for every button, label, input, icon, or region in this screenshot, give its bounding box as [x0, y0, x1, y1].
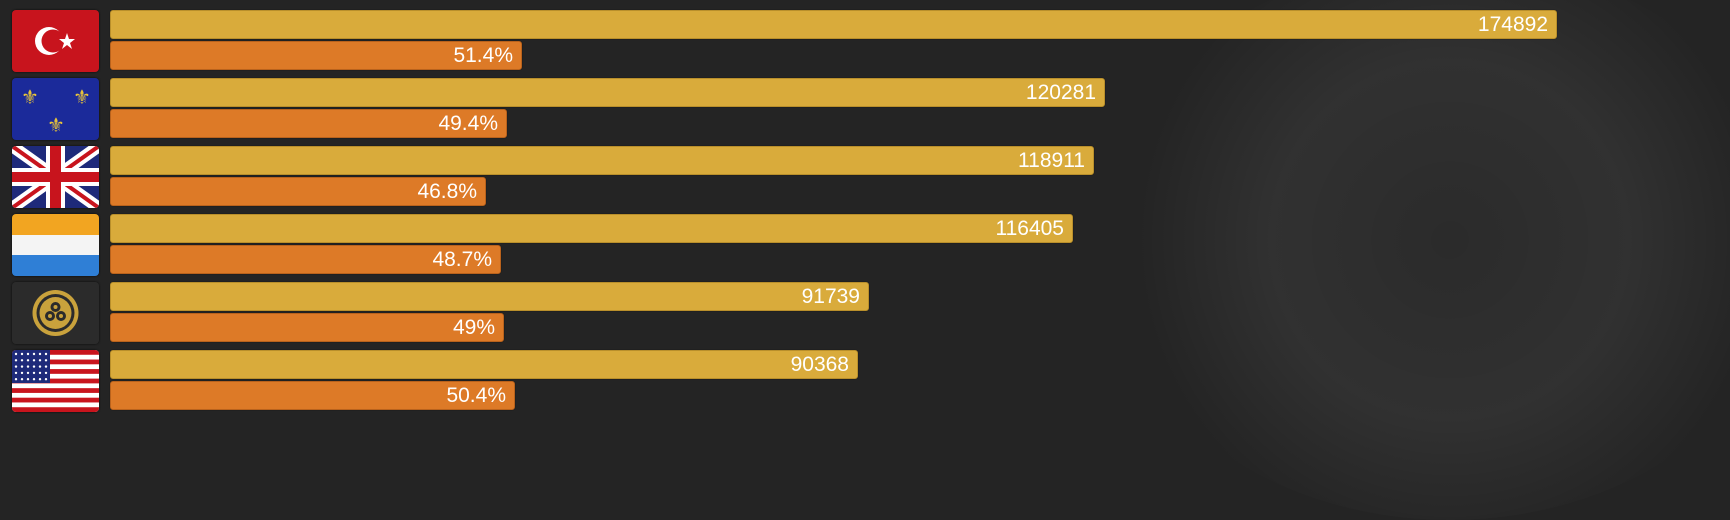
percent-bar-label: 50.4% [446, 384, 506, 407]
ranking-row: 90368 50.4% [0, 350, 1730, 415]
svg-text:⚜: ⚜ [73, 85, 91, 109]
percent-bar: 51.4% [110, 41, 522, 70]
percent-bar-label: 51.4% [453, 44, 513, 67]
percent-bar: 48.7% [110, 245, 501, 274]
svg-text:⚜: ⚜ [47, 113, 65, 137]
ottoman-flag-icon [12, 10, 99, 72]
value-bar-label: 90368 [790, 353, 849, 376]
ranking-row: ⚜ ⚜ ⚜ 120281 49.4% [0, 78, 1730, 143]
value-bar-label: 118911 [1018, 149, 1085, 172]
percent-bar: 49% [110, 313, 504, 342]
value-bar-label: 120281 [1025, 81, 1096, 104]
value-bar: 91739 [110, 282, 869, 311]
percent-bar-label: 46.8% [417, 180, 477, 203]
france-flag-icon: ⚜ ⚜ ⚜ [12, 78, 99, 140]
svg-text:⚜: ⚜ [21, 85, 39, 109]
usa-flag-icon [12, 350, 99, 412]
percent-bar-label: 49% [452, 316, 495, 339]
ranking-row: 91739 49% [0, 282, 1730, 347]
percent-bar: 50.4% [110, 381, 515, 410]
value-bar: 118911 [110, 146, 1094, 175]
percent-bar: 49.4% [110, 109, 507, 138]
percent-bar-label: 48.7% [432, 248, 492, 271]
ranking-row: 174892 51.4% [0, 10, 1730, 75]
value-bar-label: 91739 [801, 285, 860, 308]
ranking-bar-chart: 174892 51.4% ⚜ ⚜ ⚜ 120281 49.4% 118911 46.8% 1164… [0, 10, 1730, 415]
netherlands-flag-icon [12, 214, 99, 276]
britain-flag-icon [12, 146, 99, 208]
ranking-row: 118911 46.8% [0, 146, 1730, 211]
value-bar-label: 116405 [995, 217, 1064, 240]
ranking-row: 116405 48.7% [0, 214, 1730, 279]
percent-bar: 46.8% [110, 177, 486, 206]
value-bar: 174892 [110, 10, 1557, 39]
value-bar: 120281 [110, 78, 1105, 107]
japan-flag-icon [12, 282, 99, 344]
value-bar-label: 174892 [1477, 13, 1548, 36]
percent-bar-label: 49.4% [438, 112, 498, 135]
value-bar: 116405 [110, 214, 1073, 243]
value-bar: 90368 [110, 350, 858, 379]
